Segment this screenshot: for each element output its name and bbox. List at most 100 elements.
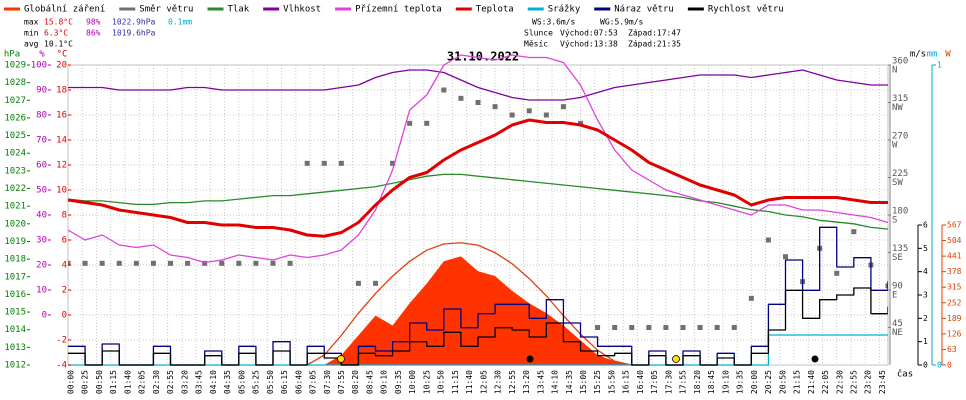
- axis-unit: mm: [927, 50, 938, 60]
- moonrise-marker: [526, 355, 534, 363]
- series-point: [663, 325, 669, 330]
- x-tick-label: 07:30: [323, 370, 332, 394]
- y-tick-label: 135: [892, 244, 908, 254]
- y-tick-label: 1022: [4, 184, 26, 194]
- y-tick-label: 1026: [4, 113, 26, 123]
- stat-value: 86%: [86, 29, 101, 38]
- y-tick-label: 270: [892, 132, 908, 142]
- stat-value: max: [24, 18, 39, 27]
- series-point: [783, 254, 788, 260]
- x-tick-label: 06:15: [280, 370, 289, 394]
- x-tick-label: 02:30: [152, 370, 161, 394]
- y-tick-label: 2: [62, 286, 67, 296]
- x-tick-label: 07:55: [337, 370, 346, 394]
- x-tick-label: 08:45: [365, 370, 374, 394]
- x-tick-label: 22:55: [849, 370, 858, 394]
- x-tick-label: 13:20: [522, 370, 531, 394]
- stat-value: 10.1°C: [44, 40, 73, 49]
- x-tick-label: 00:50: [95, 370, 104, 394]
- y-tick-label: 12: [56, 161, 67, 171]
- series-point: [424, 120, 430, 126]
- stats: max 15.8°C 98% 1022.9hPa 0.1mm min 6.3°C 86% 101…: [24, 18, 681, 49]
- series-point: [543, 112, 549, 118]
- y-tick-label: 0: [937, 361, 942, 370]
- y-tick-label: 1028: [4, 78, 26, 88]
- stat-value: 6.3°C: [44, 29, 68, 38]
- x-tick-label: 05:00: [237, 370, 246, 394]
- y-tick-label: 4: [62, 261, 67, 271]
- series-point: [150, 260, 156, 266]
- x-tick-label: 03:45: [195, 370, 204, 394]
- series-point: [407, 120, 413, 126]
- axis-unit: °C: [57, 50, 68, 60]
- series-point: [270, 260, 276, 266]
- y-tick-label: 1023: [4, 166, 26, 176]
- series-line: [68, 287, 888, 366]
- y-tick-label: 252: [947, 298, 962, 307]
- compass-label: W: [892, 141, 898, 151]
- x-tick-label: 16:40: [636, 370, 645, 394]
- x-tick-label: 04:10: [209, 370, 218, 394]
- x-tick-label: 15:00: [579, 370, 588, 394]
- x-tick-label: 15:25: [593, 370, 602, 394]
- series-point: [714, 325, 720, 330]
- y-tick-label: 1020: [4, 219, 26, 229]
- y-tick-label: 0: [42, 311, 47, 321]
- x-tick-label: 09:10: [380, 370, 389, 394]
- moonset-marker: [811, 355, 819, 363]
- x-tick-label: 10:00: [408, 370, 417, 394]
- x-tick-label: 01:15: [109, 370, 118, 394]
- series-point: [834, 270, 840, 276]
- series-point: [560, 104, 566, 110]
- series-point: [253, 260, 259, 266]
- y-tick-label: 20: [36, 261, 47, 271]
- series-point: [731, 325, 737, 330]
- y-tick-label: 1024: [4, 149, 26, 159]
- series-point: [492, 104, 498, 110]
- x-tick-label: 20:50: [778, 370, 787, 394]
- info-text: Západ:21:35: [628, 40, 681, 49]
- y-tick-label: 5: [923, 244, 928, 253]
- legend-label: Teplota: [476, 5, 514, 15]
- series-point: [765, 237, 771, 243]
- legend-label: Srážky: [548, 5, 581, 15]
- axis-unit: %: [39, 50, 45, 60]
- axis-unit: W: [945, 50, 951, 60]
- y-tick-label: 60: [36, 161, 47, 171]
- info-text: Východ:07:53: [560, 29, 618, 38]
- y-tick-label: 10: [56, 186, 67, 196]
- y-tick-label: 126: [947, 329, 962, 338]
- y-tick-label: 90: [892, 282, 903, 292]
- y-tick-label: 30: [36, 236, 47, 246]
- stat-value: avg: [24, 40, 39, 49]
- stat-value: 0.1mm: [168, 18, 192, 27]
- series-point: [68, 260, 71, 266]
- series-line: [68, 118, 888, 238]
- info-text: WS:3.6m/s: [532, 18, 576, 27]
- y-tick-label: 3: [923, 291, 928, 300]
- series-point: [646, 325, 652, 330]
- y-tick-label: 40: [36, 211, 47, 221]
- legend-label: Náraz větru: [614, 5, 674, 15]
- series-point: [99, 260, 105, 266]
- compass-label: S: [892, 216, 897, 226]
- x-tick-label: 11:40: [465, 370, 474, 394]
- legend-label: Směr větru: [139, 5, 193, 15]
- x-tick-label: 12:30: [494, 370, 503, 394]
- sunrise-marker: [337, 355, 345, 363]
- y-tick-label: 100: [31, 61, 47, 71]
- compass-label: SW: [892, 178, 903, 188]
- y-tick-label: 1015: [4, 308, 26, 318]
- stat-value: 1019.6hPa: [112, 29, 156, 38]
- series-line: [68, 334, 888, 366]
- x-tick-label: 08:20: [351, 370, 360, 394]
- legend-label: Globální záření: [24, 5, 105, 15]
- y-tick-label: 1027: [4, 96, 26, 106]
- series-point: [133, 260, 139, 266]
- series-point: [851, 229, 857, 235]
- series-point: [185, 260, 191, 266]
- y-tick-label: 189: [947, 314, 962, 323]
- x-tick-label: 03:20: [180, 370, 189, 394]
- compass-label: NE: [892, 328, 903, 338]
